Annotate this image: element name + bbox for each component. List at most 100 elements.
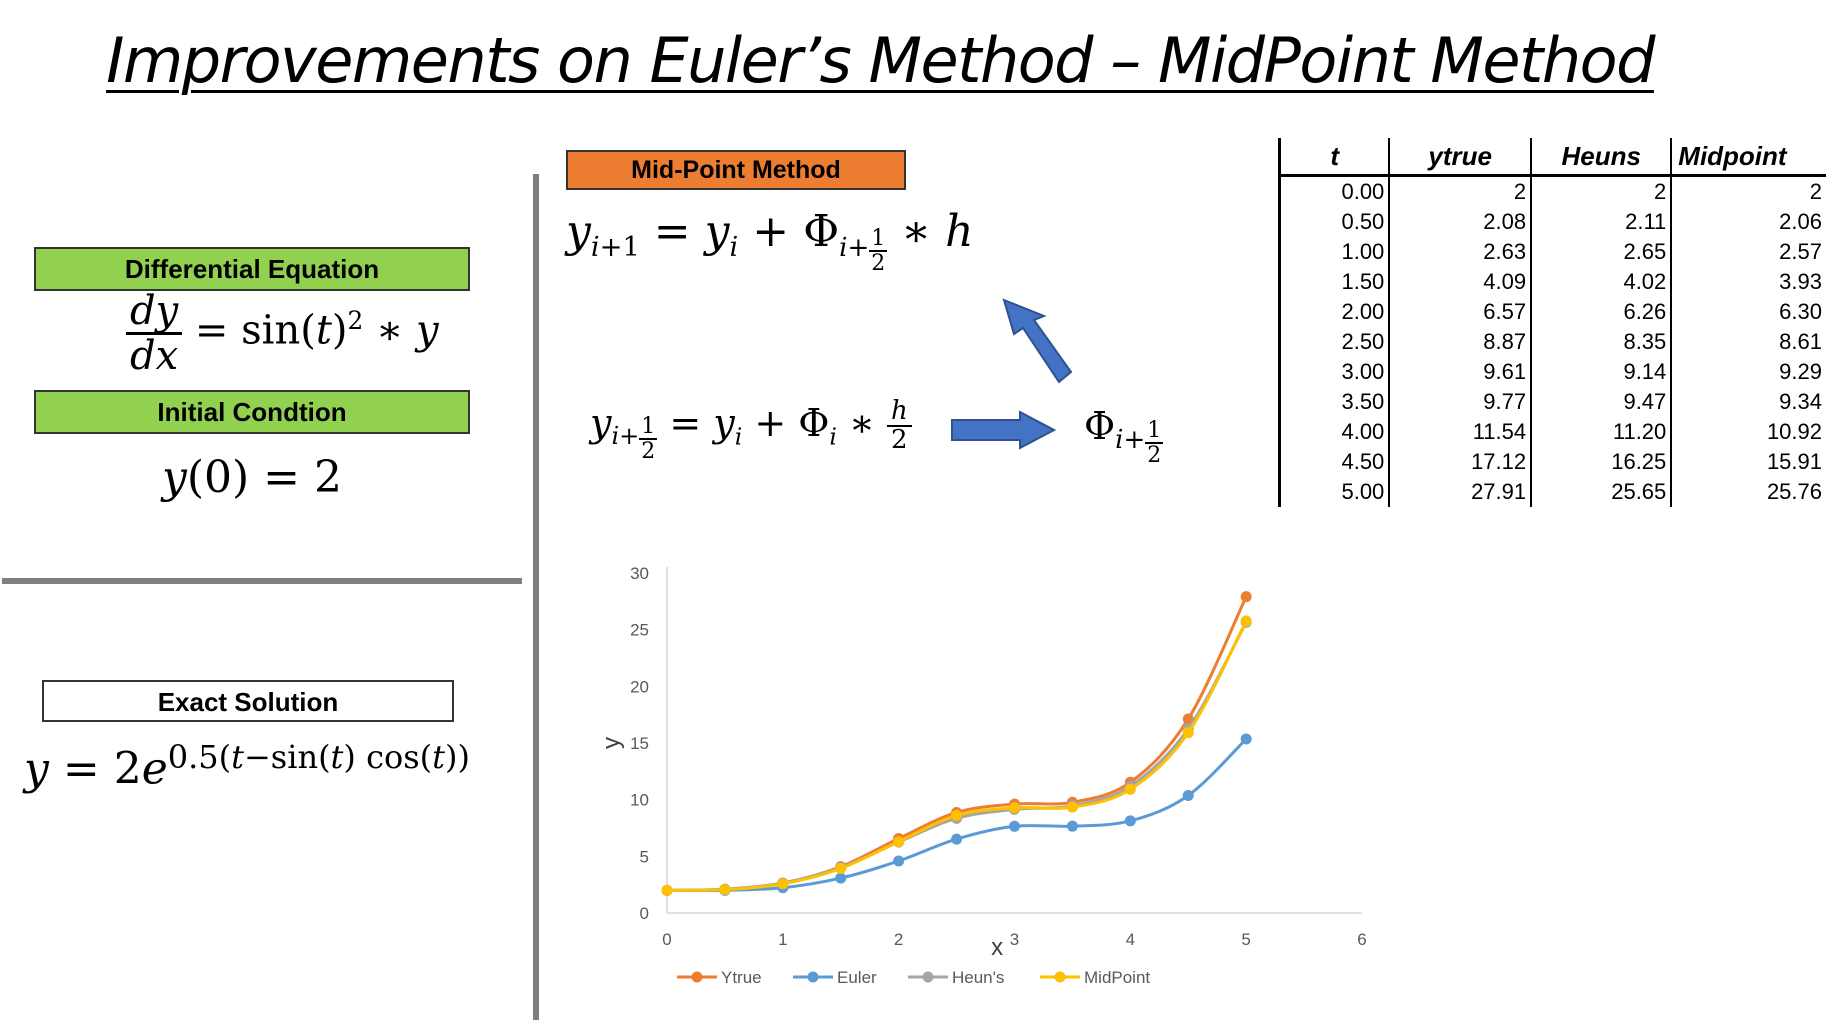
table-cell: 2.06 (1779, 209, 1822, 234)
exact-solution-equation: y = 2e0.5(t−sin(t) cos(t)) (24, 738, 470, 795)
column-header-midpoint: Midpoint (1671, 138, 1826, 177)
data-point-euler (835, 872, 847, 884)
data-point-midpoint (1124, 783, 1136, 795)
table-cell: 1.00 (1278, 237, 1391, 267)
table-cell: 3.00 (1278, 357, 1391, 387)
table-cell: 8.35 (1531, 327, 1673, 357)
data-point-midpoint (661, 884, 673, 896)
table-cell: 4.09 (1389, 267, 1533, 297)
x-tick-label: 5 (1241, 930, 1250, 949)
legend-label-heun-s: Heun's (952, 968, 1004, 987)
legend-label-ytrue: Ytrue (721, 968, 762, 987)
data-point-midpoint (893, 836, 905, 848)
data-point-ytrue (1182, 713, 1194, 725)
data-point-euler (1124, 815, 1136, 827)
table-row: 2.00 6.57 6.26 6.30 (1278, 297, 1826, 327)
table-row: 0.50 2.08 2.11 2.06 (1278, 207, 1826, 237)
data-point-midpoint (835, 862, 847, 874)
legend-label-euler: Euler (837, 968, 877, 987)
table-cell: 2 (1389, 175, 1533, 207)
y-tick-label: 15 (630, 734, 649, 753)
table-cell: 3.93 (1779, 269, 1822, 294)
table-cell: 9.29 (1779, 359, 1822, 384)
table-cell: 4.50 (1278, 447, 1391, 477)
table-cell: 11.20 (1531, 417, 1673, 447)
column-header-t: t (1278, 138, 1391, 177)
table-cell: 8.61 (1779, 329, 1822, 354)
x-tick-label: 0 (662, 930, 671, 949)
x-tick-label: 6 (1357, 930, 1366, 949)
table-cell: 8.87 (1389, 327, 1533, 357)
table-row: 2.50 8.87 8.35 8.61 (1278, 327, 1826, 357)
y-tick-label: 25 (630, 621, 649, 640)
table-cell: 4.00 (1278, 417, 1391, 447)
table-cell: 9.47 (1531, 387, 1673, 417)
y-tick-label: 30 (630, 564, 649, 583)
column-header-heuns: Heuns (1531, 138, 1673, 177)
data-point-euler (1240, 733, 1252, 745)
series-line-ytrue (666, 596, 1248, 892)
ode-equation: dy dx = sin(t)2 ∗ y (126, 290, 439, 377)
data-point-midpoint (1066, 801, 1078, 813)
table-cell: 2.57 (1779, 239, 1822, 264)
table-row: 1.50 4.09 4.02 3.93 (1278, 267, 1826, 297)
data-point-euler (1009, 820, 1020, 832)
table-cell: 15.91 (1766, 449, 1822, 474)
legend-marker-euler (807, 971, 819, 983)
table-row: 4.00 11.54 11.20 10.92 (1278, 417, 1826, 447)
table-cell: 6.30 (1779, 299, 1822, 324)
data-point-midpoint (1240, 615, 1252, 627)
table-cell: 2.00 (1278, 297, 1391, 327)
y-tick-label: 5 (640, 847, 649, 866)
data-point-midpoint (1182, 727, 1194, 739)
data-point-euler (951, 833, 963, 845)
table-cell: 0.50 (1278, 207, 1391, 237)
data-point-ytrue (1240, 591, 1252, 603)
table-row: 3.50 9.77 9.47 9.34 (1278, 387, 1826, 417)
legend-label-midpoint: MidPoint (1084, 968, 1150, 987)
initial-condition-label: Initial Condtion (34, 390, 470, 434)
data-point-euler (893, 855, 905, 867)
slide-title: Improvements on Euler’s Method – MidPoin… (106, 24, 1655, 97)
table-cell: 2.65 (1531, 237, 1673, 267)
table-cell: 3.50 (1278, 387, 1391, 417)
table-cell: 9.34 (1779, 389, 1822, 414)
solution-chart: 0 5 10 15 20 25 30 0 1 2 3 4 5 6 x y Ytrue Euler Heun's Mid… (598, 564, 1367, 987)
y-axis-label: y (598, 737, 625, 749)
table-cell: 9.77 (1389, 387, 1533, 417)
legend-marker-heun-s (922, 971, 934, 983)
table-row: 4.50 17.12 16.25 15.91 (1278, 447, 1826, 477)
table-cell: 2.11 (1531, 207, 1673, 237)
x-tick-label: 4 (1126, 930, 1135, 949)
x-tick-label: 3 (1010, 930, 1019, 949)
legend-marker-midpoint (1054, 971, 1066, 983)
table-row: 3.00 9.61 9.14 9.29 (1278, 357, 1826, 387)
table-cell: 10.92 (1766, 419, 1822, 444)
table-body: 0.00 2 2 2 0.50 2.08 2.11 2.06 1.00 2.63 2.65 2.57 1… (1278, 175, 1826, 507)
right-arrow-icon (951, 410, 1056, 450)
y-tick-label: 20 (630, 677, 649, 696)
x-tick-label: 1 (778, 930, 787, 949)
table-cell: 27.91 (1389, 477, 1533, 507)
x-tick-label: 2 (894, 930, 903, 949)
data-point-midpoint (951, 809, 963, 821)
step-equation: yi+1 = yi + Φi+ 1 2 ∗ h (566, 206, 974, 276)
table-cell: 25.76 (1766, 479, 1822, 504)
table-cell: 0.00 (1278, 175, 1391, 207)
table-row: 1.00 2.63 2.65 2.57 (1278, 237, 1826, 267)
data-point-midpoint (1009, 802, 1020, 814)
data-point-midpoint (777, 878, 789, 890)
table-cell: 25.65 (1531, 477, 1673, 507)
table-cell: 2 (1809, 179, 1822, 204)
exact-solution-label: Exact Solution (42, 680, 454, 722)
initial-condition-equation: y(0) = 2 (162, 452, 343, 503)
data-point-euler (1066, 820, 1078, 832)
table-cell: 2.08 (1389, 207, 1533, 237)
table-cell: 5.00 (1278, 477, 1391, 507)
table-cell: 16.25 (1531, 447, 1673, 477)
table-cell: 2.63 (1389, 237, 1533, 267)
table-row: 5.00 27.91 25.65 25.76 (1278, 477, 1826, 507)
table-cell: 9.61 (1389, 357, 1533, 387)
results-table: t ytrue Heuns Midpoint 0.00 2 2 2 0.50 2.08 2.… (1278, 138, 1826, 507)
table-cell: 9.14 (1531, 357, 1673, 387)
